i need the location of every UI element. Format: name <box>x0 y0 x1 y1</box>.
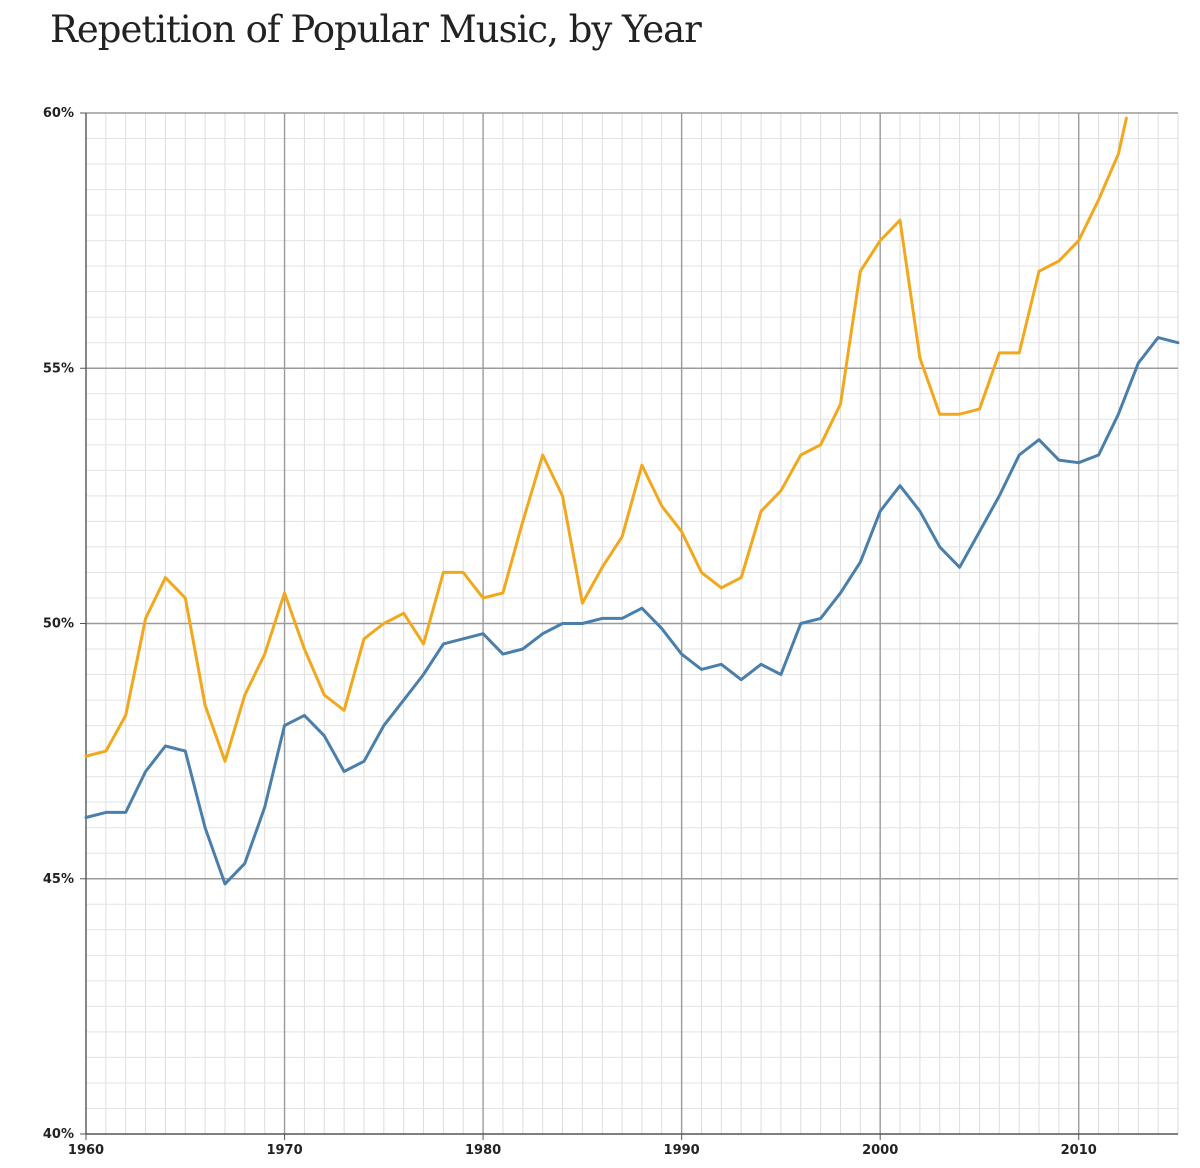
chart-title: Repetition of Popular Music, by Year <box>50 8 702 51</box>
y-tick-label: 45% <box>43 872 74 887</box>
y-tick-label: 55% <box>43 361 74 376</box>
x-tick-label: 1990 <box>664 1143 700 1158</box>
y-tick-label: 40% <box>43 1127 74 1142</box>
x-tick-label: 1960 <box>68 1143 104 1158</box>
tick-labels: 1960 1970 1980 1990 2000 2010 60% 55% 50% 45% 40% <box>43 106 1097 1158</box>
x-tick-label: 1970 <box>266 1143 302 1158</box>
orange-series-line <box>84 116 1128 763</box>
axes <box>80 112 1080 1140</box>
x-tick-label: 2000 <box>862 1143 898 1158</box>
x-tick-label: 2010 <box>1061 1143 1097 1158</box>
y-tick-label: 60% <box>43 106 74 121</box>
x-tick-label: 1980 <box>465 1143 501 1158</box>
y-tick-label: 50% <box>43 617 74 632</box>
blue-series-line <box>84 336 1180 886</box>
series-lines <box>84 116 1180 886</box>
grid <box>86 112 1179 1135</box>
